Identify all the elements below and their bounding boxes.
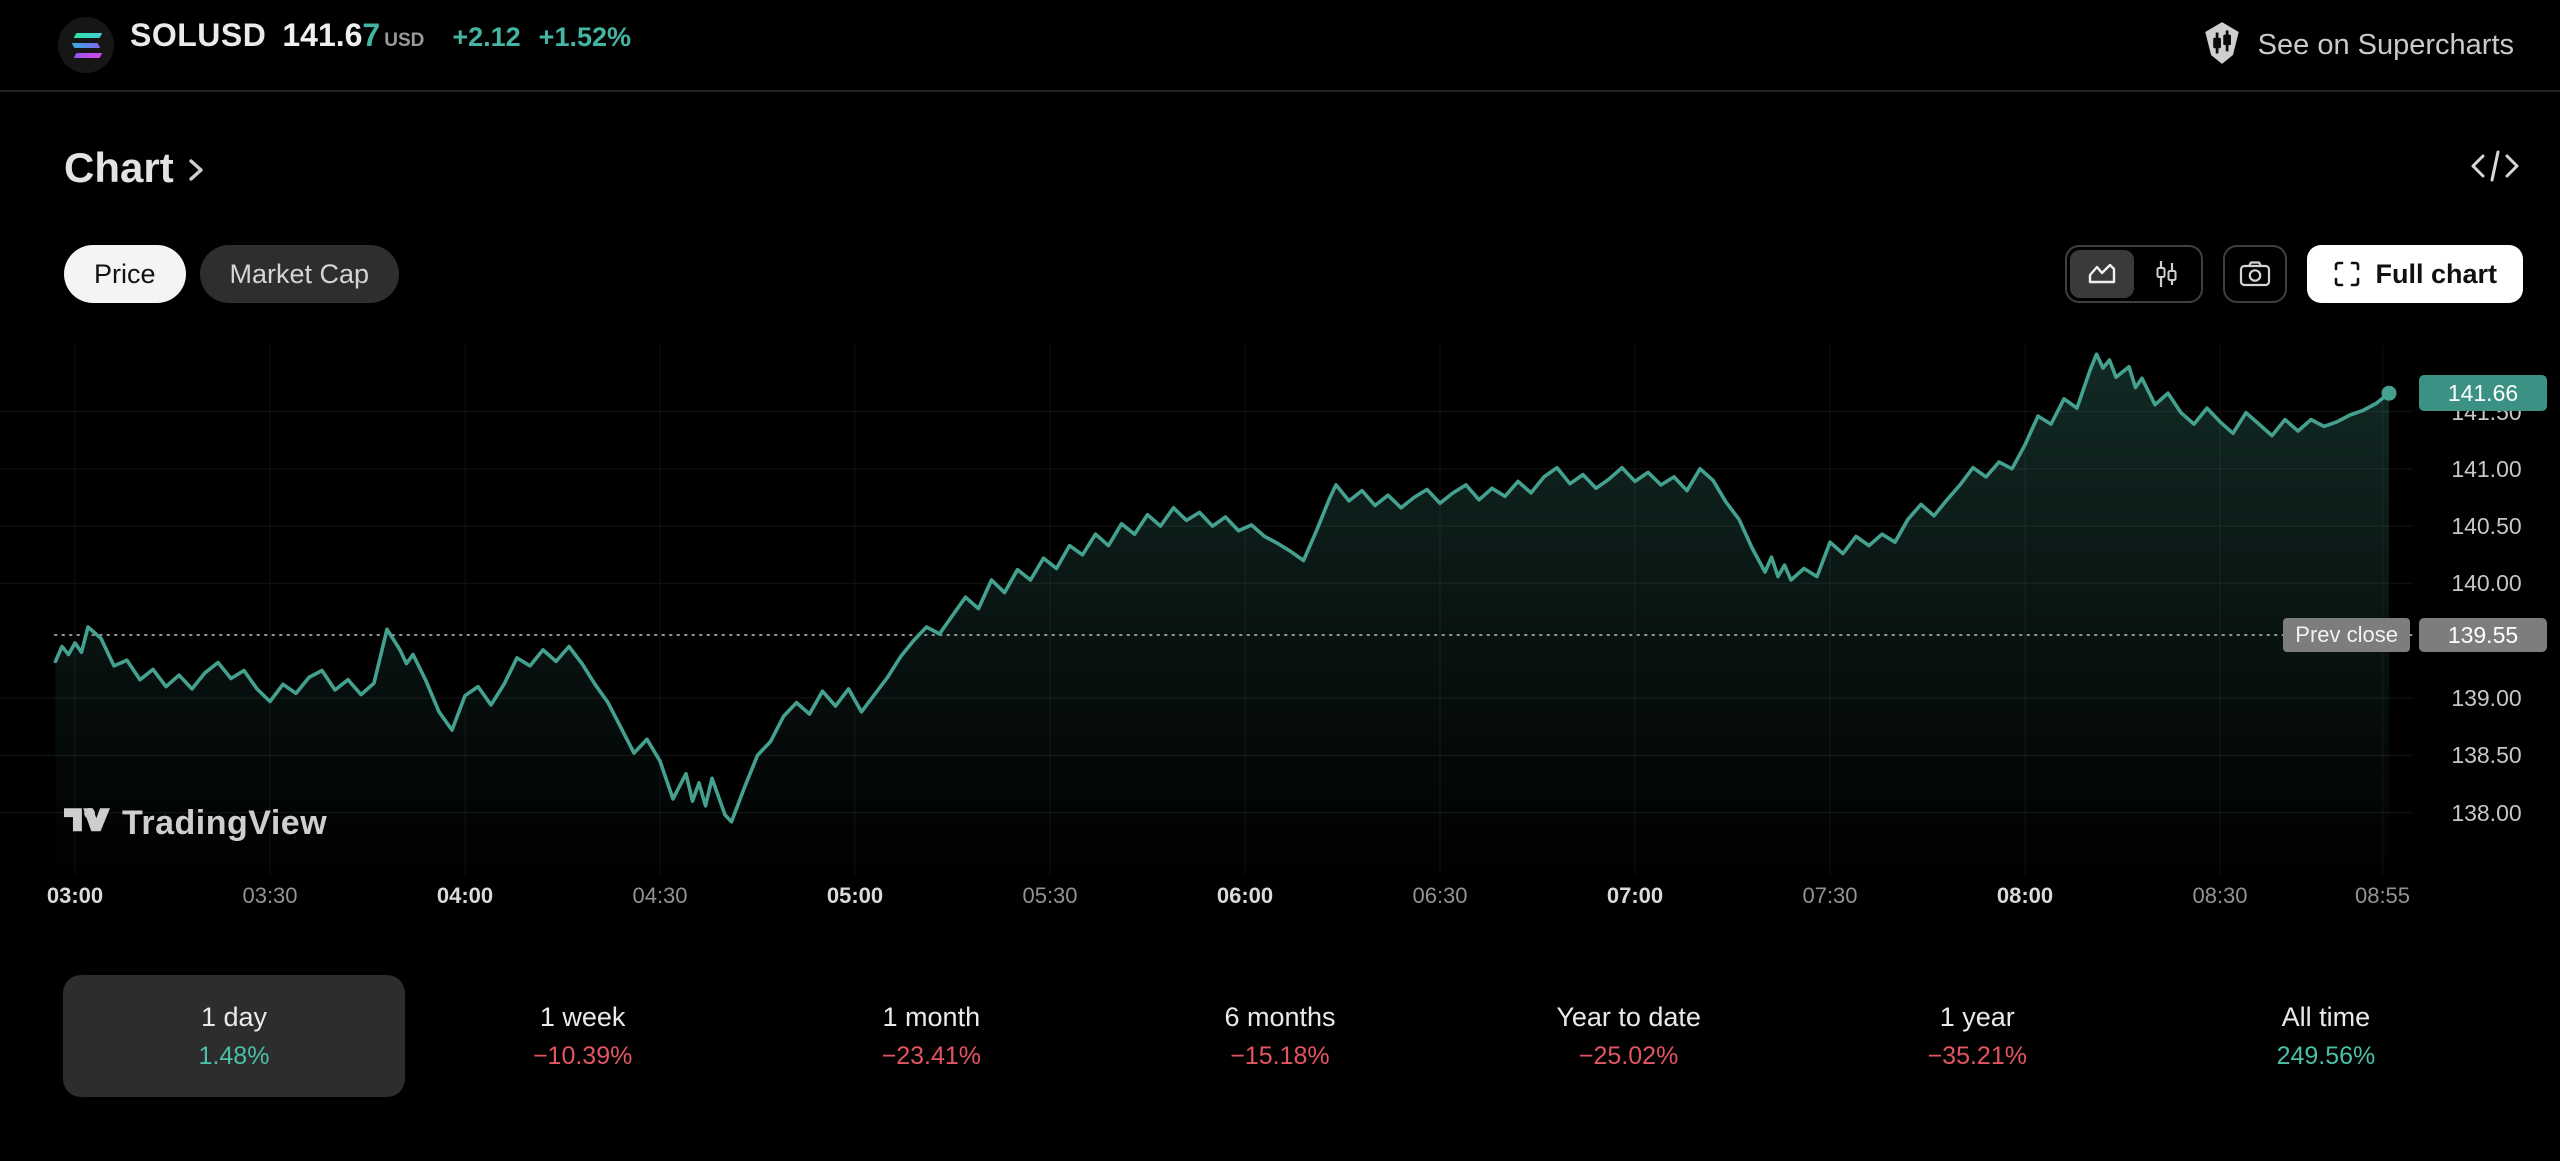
symbol-name: SOLUSD	[130, 17, 267, 53]
page-title: Chart	[64, 144, 174, 191]
x-tick-label: 07:00	[1606, 883, 1664, 908]
x-tick-label: 08:00	[1996, 883, 2054, 908]
x-tick-label: 04:00	[436, 883, 494, 908]
price-change-abs: +2.12	[452, 22, 521, 52]
symbol-header-bar: SOLUSD 141.67 USD +2.12 +1.52% See on Sup…	[0, 0, 2560, 92]
chevron-right-icon	[184, 145, 208, 192]
embed-code-icon[interactable]	[2467, 144, 2523, 193]
period-change-value: −15.18%	[1230, 1041, 1330, 1070]
x-tick-label: 08:55	[2354, 883, 2411, 908]
chart-type-segmented-control	[2065, 245, 2204, 303]
x-tick-label: 05:30	[1022, 883, 1078, 908]
period-button-1-month[interactable]: 1 month −23.41%	[760, 975, 1102, 1097]
price-chart[interactable]: 03:00 03:30 04:00 04:30 05:00 05:30 06:00 06:30…	[0, 345, 2560, 937]
area-chart-type-button[interactable]	[2070, 250, 2135, 298]
screenshot-button[interactable]	[2223, 245, 2288, 303]
fullscreen-icon	[2335, 261, 2360, 287]
period-button-1-week[interactable]: 1 week −10.39%	[412, 975, 754, 1097]
tradingview-watermark-label: TradingView	[122, 804, 328, 842]
period-button-year-to-date[interactable]: Year to date −25.02%	[1458, 975, 1800, 1097]
solana-logo-icon	[58, 17, 114, 73]
period-button-1-year[interactable]: 1 year −35.21%	[1806, 975, 2148, 1097]
y-tick-label: 141.00	[2451, 455, 2522, 482]
supercharts-shield-icon	[2200, 20, 2244, 71]
current-price-badge: 141.66	[2419, 375, 2547, 412]
prev-close-tag: Prev close	[2283, 618, 2410, 652]
price-toggle-label: Price	[94, 258, 156, 289]
full-chart-button[interactable]: Full chart	[2307, 245, 2523, 303]
period-change-value: −23.41%	[881, 1041, 981, 1070]
price-toggle-button[interactable]: Price	[64, 245, 186, 303]
x-tick-label: 03:30	[242, 883, 298, 908]
tradingview-watermark[interactable]: TradingView	[64, 803, 327, 844]
supercharts-label: See on Supercharts	[2257, 28, 2514, 61]
candlestick-chart-type-button[interactable]	[2134, 250, 2198, 298]
period-selector: 1 day 1.48% 1 week −10.39% 1 month −23.41% 6 m…	[0, 975, 2560, 1097]
x-tick-label: 08:30	[2192, 883, 2248, 908]
camera-icon	[2240, 261, 2271, 287]
period-label: 1 day	[200, 1001, 268, 1032]
x-tick-label: 06:00	[1216, 883, 1274, 908]
period-label: 1 year	[1939, 1001, 2015, 1032]
candlestick-icon	[2156, 261, 2177, 287]
x-tick-label: 03:00	[46, 883, 104, 908]
y-tick-label: 140.50	[2451, 513, 2522, 540]
x-tick-label: 04:30	[632, 883, 688, 908]
price-change-pct: +1.52%	[538, 22, 631, 52]
period-label: Year to date	[1556, 1001, 1701, 1032]
period-button-all-time[interactable]: All time 249.56%	[2155, 975, 2497, 1097]
market-cap-toggle-button[interactable]: Market Cap	[199, 245, 400, 303]
prev-close-price-badge: 139.55	[2419, 618, 2547, 652]
tradingview-logo-icon	[64, 803, 110, 844]
area-chart-icon	[2089, 263, 2116, 284]
period-change-value: −25.02%	[1578, 1041, 1679, 1070]
period-label: 1 month	[882, 1001, 981, 1032]
price-last-digit: 7	[362, 17, 381, 53]
y-tick-label: 140.00	[2451, 570, 2522, 597]
y-tick-label: 138.00	[2451, 799, 2522, 826]
x-tick-label: 06:30	[1412, 883, 1468, 908]
period-change-value: −35.21%	[1927, 1041, 2027, 1070]
period-change-value: −10.39%	[532, 1041, 633, 1070]
market-cap-toggle-label: Market Cap	[229, 258, 370, 289]
x-tick-label: 05:00	[826, 883, 884, 908]
symbol-price: 141.67 USD	[282, 17, 425, 53]
chart-section-link[interactable]: Chart	[64, 144, 208, 192]
period-change-value: 249.56%	[2276, 1041, 2376, 1070]
period-button-1-day[interactable]: 1 day 1.48%	[63, 975, 405, 1097]
period-label: 1 week	[539, 1001, 626, 1032]
period-change-value: 1.48%	[198, 1041, 270, 1070]
price-currency: USD	[384, 30, 425, 51]
period-button-6-months[interactable]: 6 months −15.18%	[1109, 975, 1451, 1097]
chart-plot-area[interactable]	[0, 345, 2414, 880]
full-chart-label: Full chart	[2375, 258, 2497, 289]
y-tick-label: 138.50	[2451, 742, 2522, 769]
y-tick-label: 139.00	[2451, 685, 2522, 712]
x-tick-label: 07:30	[1802, 883, 1858, 908]
period-label: All time	[2281, 1001, 2371, 1032]
see-on-supercharts-link[interactable]: See on Supercharts	[2200, 20, 2514, 71]
period-label: 6 months	[1224, 1001, 1336, 1032]
